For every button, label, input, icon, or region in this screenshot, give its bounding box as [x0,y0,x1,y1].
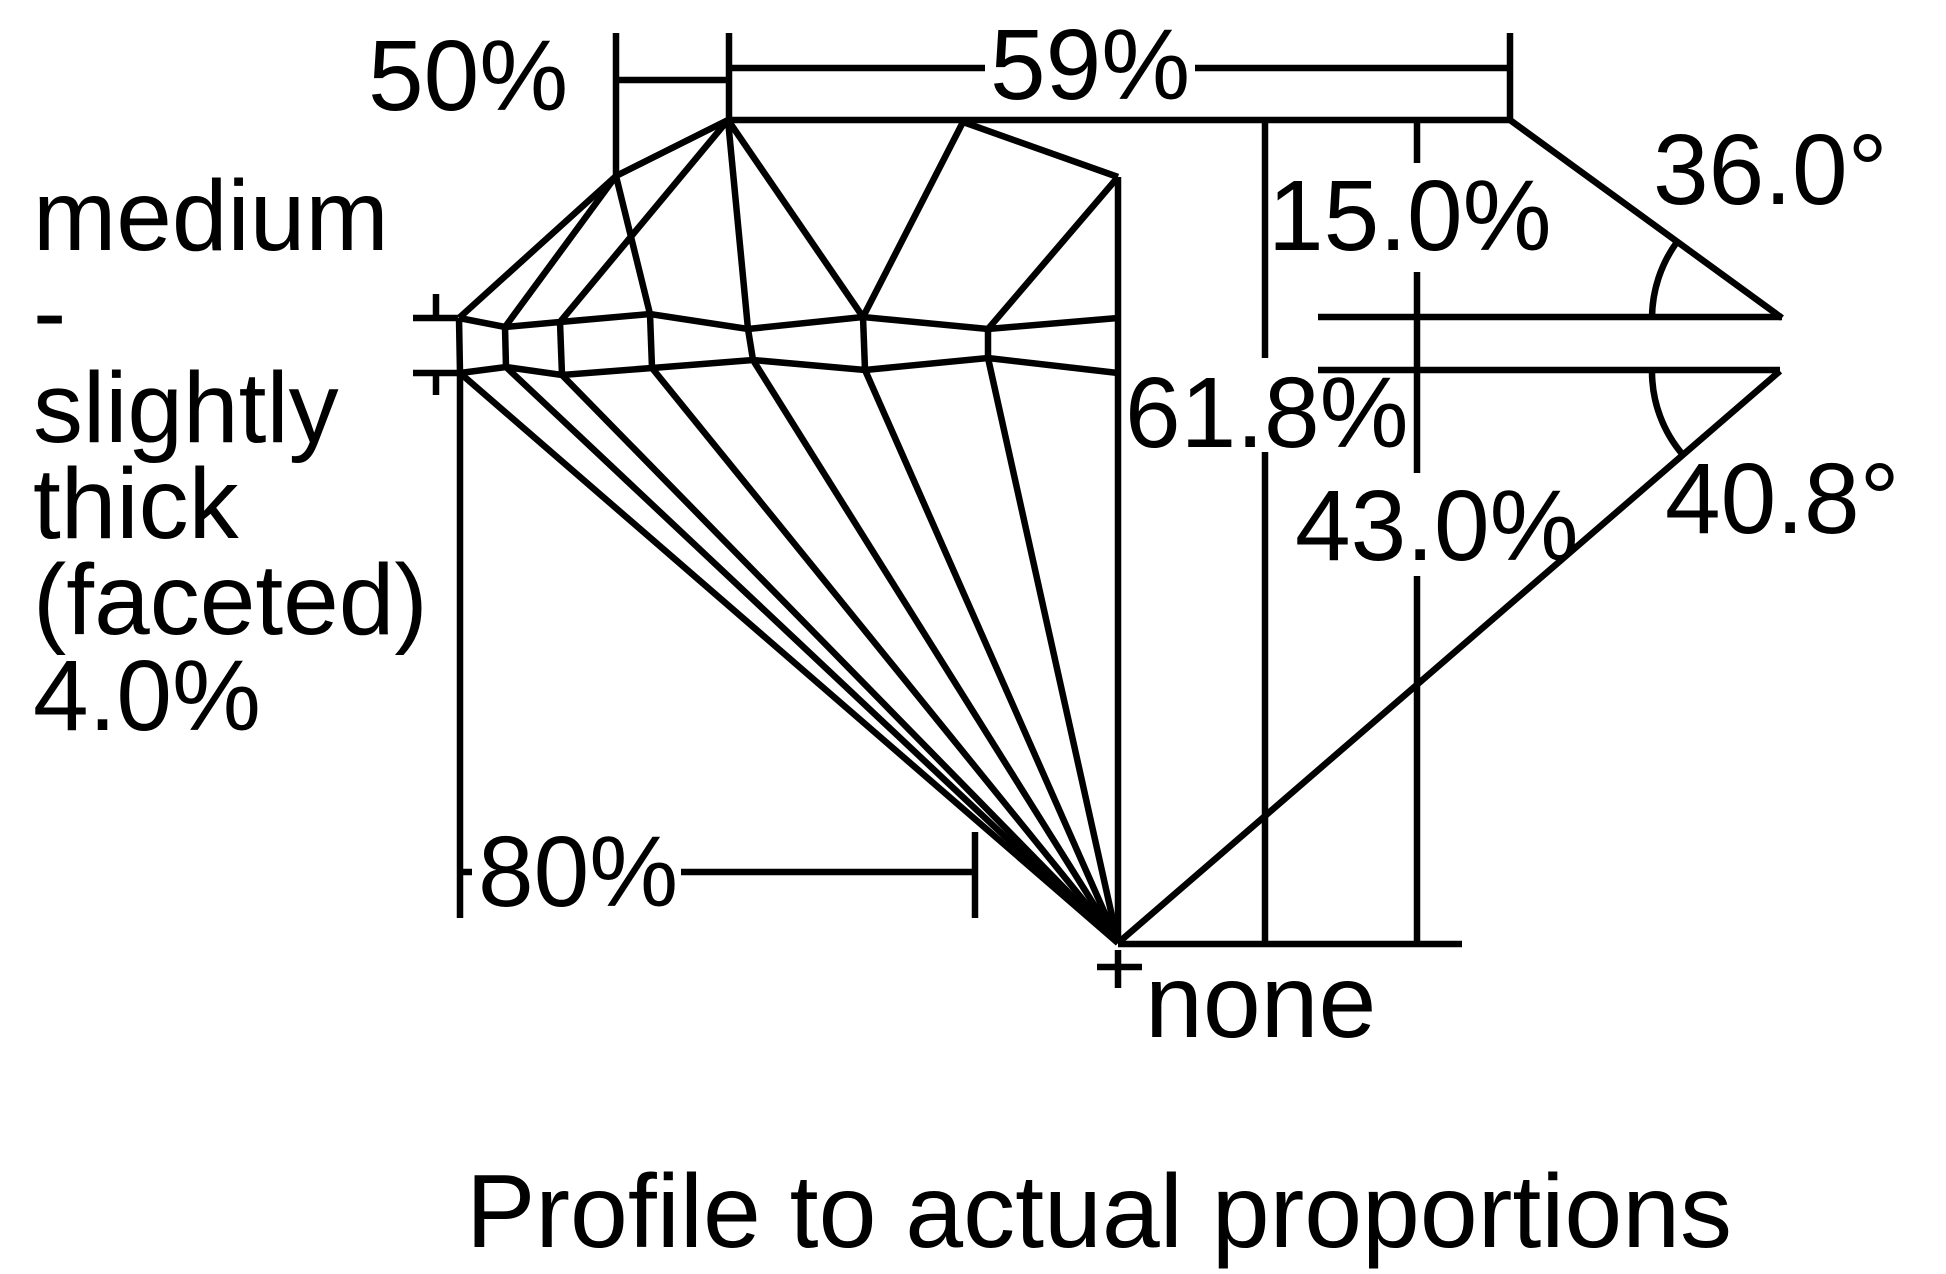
dim-star-length [612,33,729,176]
facet-line [502,174,619,329]
girdle-plane-lines [1318,313,1782,374]
girdle-thickness-marks [413,294,458,395]
angle-arcs [1648,240,1686,458]
pavilion-angle-label: 40.8° [1665,443,1900,555]
table-size-label: 59% [990,9,1191,121]
star-length-label: 50% [368,20,569,132]
pavilion-depth-label: 43.0% [1295,470,1579,582]
culet-label: none [1145,944,1377,1060]
facet-line [557,117,731,325]
facet-line [985,174,1121,332]
crown-left-lower-edge [456,173,619,321]
girdle-facet-edge [556,321,566,376]
caption: Profile to actual proportions [466,1154,1733,1270]
girdle-facet-edge [501,326,510,368]
facet-line [862,368,1121,945]
dim-lower-girdle [456,373,979,918]
pavilion-facet-lines [503,357,1122,946]
facet-line [860,120,966,319]
facet-line [503,364,1121,946]
diamond-outline [455,116,1784,946]
facet-line [724,119,752,330]
girdle-band [458,310,1119,379]
pavilion-angle-arc [1648,370,1686,458]
facet-line [984,357,1122,944]
facet-line [725,118,866,319]
pavilion-right-outline [1115,368,1783,946]
crown-right-slope [1508,117,1784,321]
dim-table-size [725,33,1514,120]
girdle-thickness-label: medium - slightly thick (faceted) 4.0% [33,160,428,752]
total-depth-label: 61.8% [1125,357,1409,469]
culet-mark [1097,950,1142,988]
crown-facet-lines [502,117,1121,332]
crown-angle-arc [1648,240,1680,319]
girdle-facet-edge [646,313,656,369]
lower-girdle-label: 80% [478,816,679,928]
facet-line [612,175,654,315]
girdle-facet-edge [859,316,869,371]
facet-line [961,118,1120,181]
girdle-bottom-line [459,354,1119,379]
facet-line [559,372,1121,946]
girdle-top-line [458,310,1119,333]
facet-line [750,358,1121,945]
pavilion-left-outline [457,370,1121,946]
crown-left-upper-edge [614,117,730,179]
crown-angle-label: 36.0° [1653,114,1888,226]
crown-height-label: 15.0% [1268,160,1552,272]
girdle-facet-edge [744,328,757,361]
girdle-left-edge [455,317,464,374]
facet-line [649,365,1121,946]
